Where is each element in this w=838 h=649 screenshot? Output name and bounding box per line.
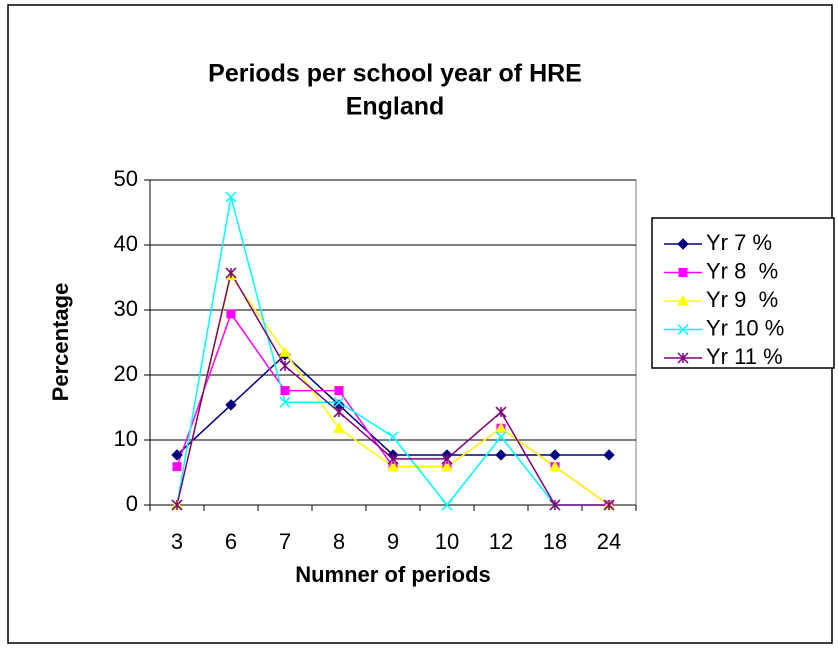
y-tick-label: 0: [126, 491, 138, 516]
marker: [495, 449, 507, 461]
marker: [279, 360, 291, 372]
marker: [387, 453, 399, 465]
marker: [279, 346, 291, 357]
marker: [333, 422, 345, 433]
marker: [549, 499, 561, 511]
marker: [441, 499, 453, 511]
legend-marker: [677, 352, 689, 364]
legend-label: Yr 9 %: [706, 287, 778, 312]
x-axis-title: Numner of periods: [295, 562, 491, 587]
x-tick-label: 7: [279, 529, 291, 554]
marker: [387, 460, 399, 472]
marker: [333, 406, 345, 418]
chart-title: Periods per school year of HRE: [208, 60, 582, 88]
legend-label: Yr 11 %: [706, 344, 783, 369]
x-tick-label: 24: [597, 529, 621, 554]
marker: [495, 431, 507, 443]
legend-label: Yr 8 %: [706, 258, 778, 283]
marker: [279, 396, 291, 408]
marker: [549, 449, 561, 461]
y-tick-label: 40: [114, 231, 138, 256]
marker: [171, 499, 183, 511]
y-tick-label: 10: [114, 426, 138, 451]
marker: [603, 449, 615, 461]
legend-marker: [678, 268, 688, 277]
x-tick-label: 9: [387, 529, 399, 554]
marker: [225, 191, 237, 203]
marker: [603, 499, 615, 511]
x-tick-label: 10: [435, 529, 459, 554]
marker: [333, 396, 345, 408]
y-tick-label: 30: [114, 296, 138, 321]
y-tick-label: 50: [114, 166, 138, 191]
legend-marker: [677, 323, 689, 336]
x-tick-label: 8: [333, 529, 345, 554]
x-tick-label: 18: [543, 529, 567, 554]
marker: [495, 406, 507, 418]
marker: [441, 460, 453, 472]
marker: [387, 431, 399, 443]
marker: [280, 386, 290, 396]
marker: [172, 462, 182, 472]
x-tick-label: 3: [171, 529, 183, 554]
legend-marker: [677, 238, 689, 250]
marker: [226, 309, 236, 319]
y-axis-title: Percentage: [48, 283, 73, 402]
marker: [495, 422, 507, 433]
y-tick-label: 20: [114, 361, 138, 386]
marker: [225, 267, 237, 279]
legend-label: Yr 10 %: [706, 315, 784, 340]
marker: [334, 386, 344, 396]
chart-title: England: [346, 93, 445, 121]
legend-marker: [677, 294, 689, 306]
x-tick-label: 6: [225, 529, 237, 554]
legend-label: Yr 7 %: [706, 230, 772, 255]
marker: [171, 449, 183, 461]
marker: [441, 453, 453, 465]
marker: [225, 399, 237, 411]
marker: [549, 460, 561, 472]
x-tick-label: 12: [489, 529, 513, 554]
